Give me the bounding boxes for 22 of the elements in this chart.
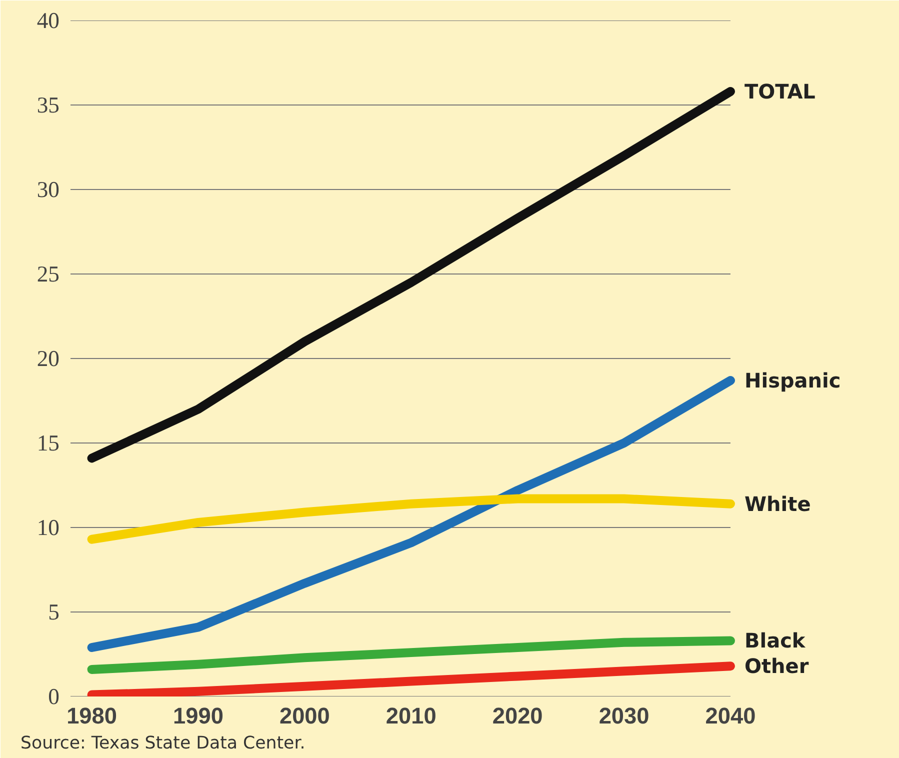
series-label: Black <box>744 628 806 653</box>
x-tick-label: 1980 <box>66 702 117 728</box>
x-tick-label: 2040 <box>705 702 756 728</box>
x-tick-label: 2000 <box>279 702 330 728</box>
x-tick-label: 2010 <box>386 702 436 728</box>
x-tick-label: 2030 <box>598 702 650 728</box>
y-tick-label: 0 <box>48 684 60 709</box>
series-label: White <box>744 492 811 516</box>
y-tick-label: 35 <box>36 92 60 118</box>
series-label: Other <box>744 654 809 678</box>
series-label: TOTAL <box>744 79 816 104</box>
y-tick-label: 40 <box>36 8 60 33</box>
y-tick-label: 25 <box>36 262 60 286</box>
y-tick-label: 15 <box>36 430 60 456</box>
source-note: Source: Texas State Data Center. <box>20 734 306 754</box>
y-tick-label: 5 <box>48 600 60 624</box>
y-tick-label: 30 <box>36 177 60 202</box>
x-tick-label: 2020 <box>492 702 543 728</box>
y-tick-label: 20 <box>36 346 60 371</box>
y-tick-label: 10 <box>36 515 60 540</box>
series-label: Hispanic <box>744 368 841 392</box>
x-tick-label: 1990 <box>173 702 224 728</box>
